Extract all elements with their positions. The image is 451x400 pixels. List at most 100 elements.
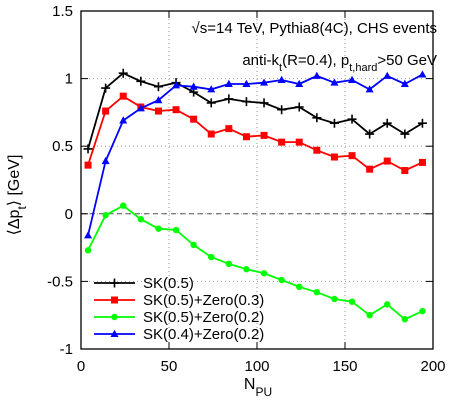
x-tick-label: 150 xyxy=(332,358,357,375)
data-point xyxy=(348,152,356,160)
data-point xyxy=(365,85,374,93)
data-point xyxy=(330,78,339,86)
legend-swatch-marker xyxy=(111,313,118,321)
series-line xyxy=(87,73,423,236)
x-tick-label: 200 xyxy=(420,358,445,375)
data-point xyxy=(225,125,233,133)
series-4 xyxy=(84,70,427,239)
data-point xyxy=(84,247,92,254)
legend-label: SK(0.5) xyxy=(143,275,194,292)
y-tick-label: 0.5 xyxy=(52,138,73,155)
data-point xyxy=(277,105,287,115)
data-point xyxy=(243,266,250,273)
data-point xyxy=(101,156,110,165)
y-tick-label: -0.5 xyxy=(47,273,73,290)
data-point xyxy=(278,138,286,146)
data-point xyxy=(190,241,197,249)
y-tick-label: 1.5 xyxy=(52,3,73,20)
legend: SK(0.5)SK(0.5)+Zero(0.3)SK(0.5)+Zero(0.2… xyxy=(94,275,264,343)
data-point xyxy=(296,283,303,291)
legend-swatch-marker xyxy=(110,278,119,288)
data-point xyxy=(207,85,216,93)
data-point xyxy=(83,144,93,154)
data-point xyxy=(330,153,338,161)
tick-marks xyxy=(80,10,434,350)
data-point xyxy=(366,165,374,173)
data-point xyxy=(295,138,303,146)
data-point xyxy=(102,107,110,115)
data-point xyxy=(384,301,391,308)
data-point xyxy=(206,98,216,108)
y-tick-label: 0 xyxy=(65,206,73,223)
data-point xyxy=(224,79,233,88)
series-1 xyxy=(83,68,427,154)
data-point xyxy=(190,115,198,123)
x-tick-label: 100 xyxy=(244,358,269,375)
data-point xyxy=(312,71,321,79)
data-point xyxy=(224,94,234,104)
annotation-energy: √s=14 TeV, Pythia8(4C), CHS events xyxy=(192,20,437,37)
data-point xyxy=(172,106,180,114)
data-point xyxy=(225,260,233,268)
y-axis-title: ⟨Δpt⟩ [GeV] xyxy=(6,155,29,236)
data-point xyxy=(348,75,357,83)
tick-labels: 0 50 100 150 200 -1 -0.5 0 0.5 1 1.5 xyxy=(47,3,445,375)
legend-swatch-marker xyxy=(111,296,118,304)
legend-label: SK(0.5)+Zero(0.2) xyxy=(143,309,264,326)
data-point xyxy=(242,79,251,88)
data-point xyxy=(278,276,285,284)
data-point xyxy=(365,129,375,139)
data-point xyxy=(313,146,321,154)
data-point xyxy=(347,114,357,124)
data-point xyxy=(154,96,163,104)
data-point xyxy=(242,133,250,141)
data-point xyxy=(312,113,322,123)
data-point xyxy=(136,76,146,86)
data-point xyxy=(400,79,409,88)
legend-label: SK(0.5)+Zero(0.3) xyxy=(143,292,264,309)
data-point xyxy=(294,102,304,112)
data-point xyxy=(189,82,198,90)
annotation-jet-def: anti-kt(R=0.4), pt,hard>50 GeV xyxy=(242,52,437,74)
data-point xyxy=(153,82,163,92)
series-3 xyxy=(84,202,426,323)
data-point xyxy=(120,202,127,209)
data-point xyxy=(295,79,304,88)
data-point xyxy=(417,118,427,128)
data-point xyxy=(155,225,162,232)
series-2 xyxy=(84,92,426,175)
data-point xyxy=(348,298,356,305)
legend-item: SK(0.5) xyxy=(94,275,194,292)
data-point xyxy=(259,98,269,108)
data-point xyxy=(331,295,338,303)
series-line xyxy=(87,72,423,150)
data-point xyxy=(136,104,145,112)
data-point xyxy=(383,71,392,79)
y-tick-label: -1 xyxy=(60,341,73,358)
data-point xyxy=(329,118,339,128)
data-point xyxy=(119,116,128,124)
series-lines xyxy=(83,68,427,323)
data-point xyxy=(401,167,409,175)
data-point xyxy=(401,316,409,323)
x-tick-label: 50 xyxy=(161,358,178,375)
series-line xyxy=(87,204,423,321)
data-point xyxy=(418,158,426,166)
data-point xyxy=(137,216,145,223)
data-point xyxy=(84,231,93,239)
y-tick-label: 1 xyxy=(65,71,73,88)
data-point xyxy=(241,97,251,107)
data-point xyxy=(313,289,321,296)
data-point xyxy=(154,107,162,115)
data-point xyxy=(172,81,181,89)
data-point xyxy=(260,78,269,86)
data-point xyxy=(383,157,391,165)
data-point xyxy=(172,226,180,234)
data-point xyxy=(366,312,373,319)
data-point xyxy=(260,270,268,277)
data-point xyxy=(382,118,392,128)
legend-item: SK(0.5)+Zero(0.3) xyxy=(94,292,264,309)
legend-label: SK(0.4)+Zero(0.2) xyxy=(143,326,264,343)
data-point xyxy=(419,307,426,315)
